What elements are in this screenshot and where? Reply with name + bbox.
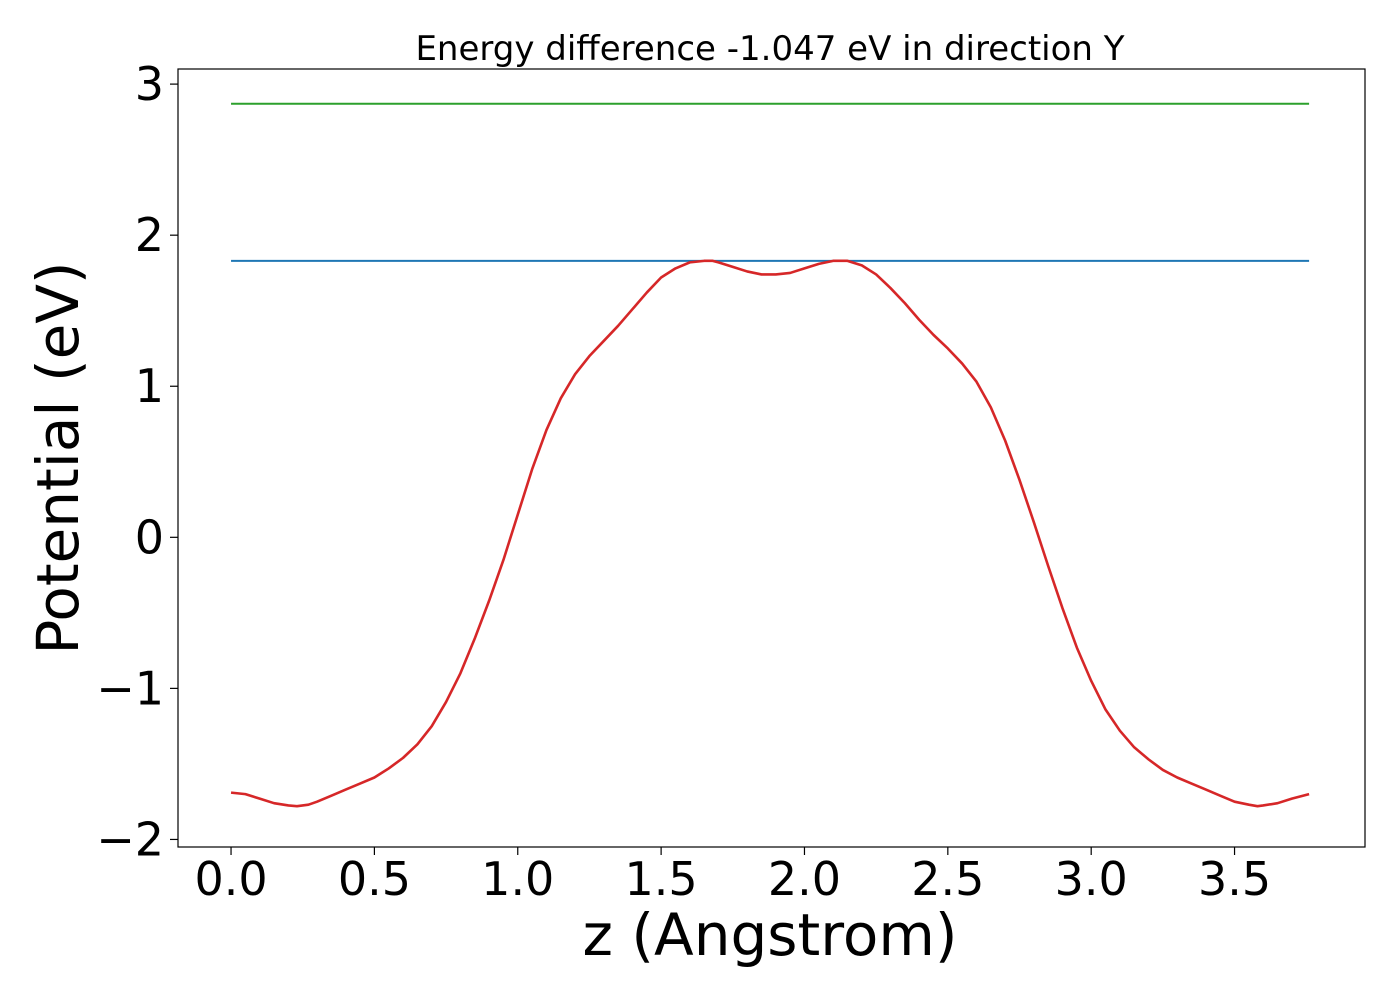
y-tick-label: 3 — [135, 57, 164, 111]
x-tick-label: 2.5 — [911, 852, 984, 906]
y-axis-ticks: −2 −1 0 1 2 3 — [96, 57, 178, 866]
y-tick-label: 2 — [135, 208, 164, 262]
y-tick-label: 0 — [135, 510, 164, 564]
x-tick-label: 3.5 — [1198, 852, 1271, 906]
series-line-3 — [230, 259, 1310, 808]
series-layer — [230, 102, 1310, 808]
axes-frame — [177, 68, 1366, 848]
x-tick-label: 2.0 — [768, 852, 841, 906]
y-axis-label: Potential (eV) — [24, 261, 92, 654]
y-tick-label: −1 — [96, 661, 164, 715]
x-tick-label: 1.5 — [625, 852, 698, 906]
y-tick-label: −2 — [96, 812, 164, 866]
x-tick-label: 3.0 — [1055, 852, 1128, 906]
x-axis-ticks: 0.0 0.5 1.0 1.5 2.0 2.5 3.0 3.5 — [194, 847, 1271, 906]
y-tick-label: 1 — [135, 359, 164, 413]
x-axis-label: z (Angstrom) — [583, 901, 958, 969]
x-tick-label: 0.0 — [194, 852, 267, 906]
x-tick-label: 1.0 — [481, 852, 554, 906]
x-tick-label: 0.5 — [338, 852, 411, 906]
chart-title: Energy difference -1.047 eV in direction… — [415, 29, 1124, 69]
